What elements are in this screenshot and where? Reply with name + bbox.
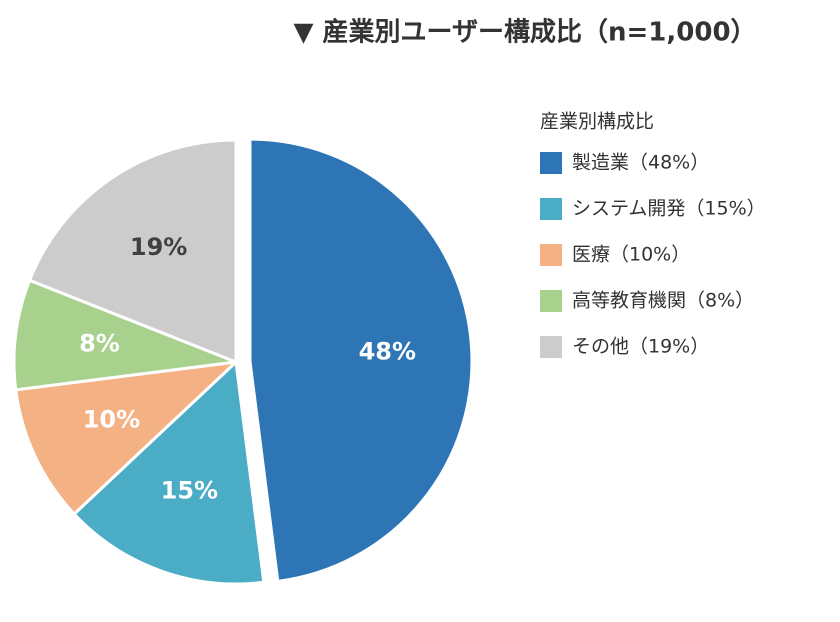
legend-swatch [540,336,562,358]
pie-slice [72,358,266,586]
pie-slice [248,137,474,584]
data-label: 19% [130,233,187,261]
data-label: 8% [79,330,120,358]
legend-label: 製造業（48%） [572,152,709,174]
pie-slice [12,278,237,392]
legend-label: システム開発（15%） [572,198,766,220]
legend-label: その他（19%） [572,336,709,358]
legend-label: 医療（10%） [572,244,690,266]
legend-swatch [540,290,562,312]
legend-title: 産業別構成比 [540,111,654,133]
data-label: 10% [83,406,140,434]
data-label: 48% [359,337,416,365]
legend-swatch [540,152,562,174]
legend-label: 高等教育機関（8%） [572,290,754,312]
pie-slice [27,138,238,365]
pie-slice [14,359,241,517]
data-label: 15% [161,477,218,505]
chart-title: ▼ 産業別ユーザー構成比（n=1,000） [293,17,756,48]
legend-swatch [540,198,562,220]
legend-swatch [540,244,562,266]
